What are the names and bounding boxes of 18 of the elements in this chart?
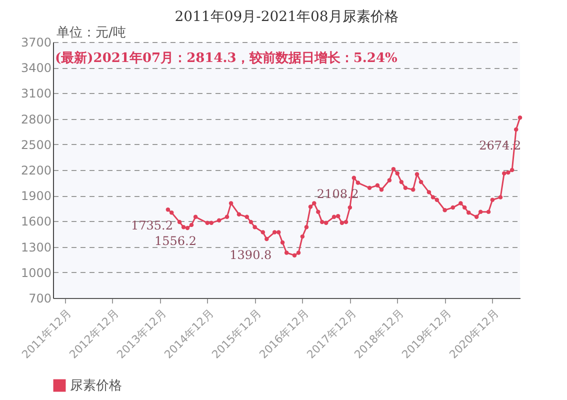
y-tick-label: 2800 bbox=[20, 112, 52, 126]
data-label: 1390.8 bbox=[230, 248, 272, 262]
annotation: (最新)2021年07月：2814.3，较前数据日增长：5.24% bbox=[55, 50, 398, 66]
y-tick-label: 3700 bbox=[20, 36, 52, 50]
data-label: 1735.2 bbox=[130, 218, 173, 233]
y-tick-label: 3400 bbox=[20, 61, 52, 76]
y-tick-label: 700 bbox=[28, 292, 52, 306]
legend-label: 尿素价格 bbox=[70, 378, 122, 394]
data-label: 1556.2 bbox=[154, 234, 196, 248]
y-tick-label: 2200 bbox=[20, 164, 52, 178]
y-tick-label: 1000 bbox=[20, 266, 52, 280]
y-tick-label: 1300 bbox=[20, 240, 52, 254]
chart-title: 2011年09月-2021年08月尿素价格 bbox=[174, 9, 398, 25]
y-axis-title: 单位：元/吨 bbox=[56, 26, 126, 40]
y-tick-label: 1900 bbox=[20, 189, 52, 204]
y-tick-label: 2500 bbox=[20, 138, 52, 152]
y-tick-label: 1600 bbox=[20, 214, 52, 229]
y-tick-label: 3100 bbox=[20, 86, 52, 101]
